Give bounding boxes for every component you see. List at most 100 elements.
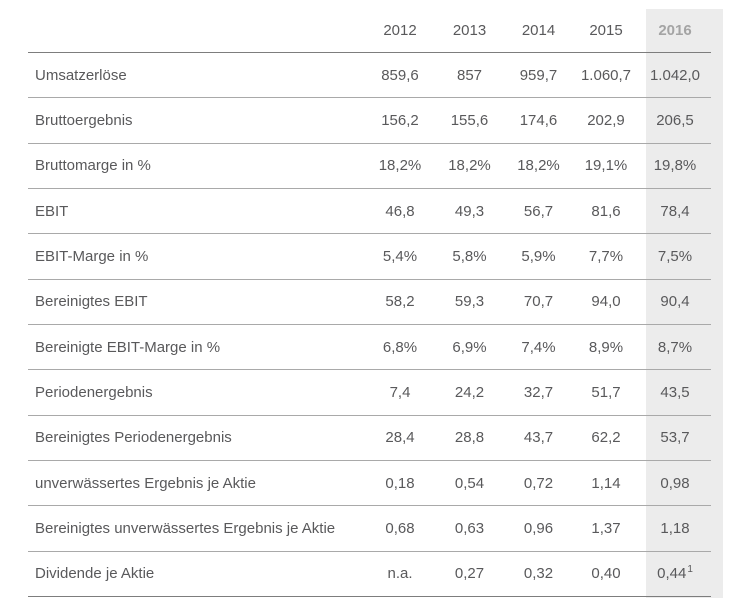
cell-value: 94,0 — [573, 293, 639, 310]
cell-value: 5,4% — [365, 248, 435, 265]
cell-value: 43,7 — [504, 429, 573, 446]
row-label: Bruttoergebnis — [35, 111, 133, 129]
cell-value-text: 202,9 — [587, 111, 625, 129]
cell-value: 90,4 — [639, 293, 711, 310]
cell-value: 70,7 — [504, 293, 573, 310]
cell-value-text: 19,1% — [584, 157, 628, 175]
row-label: EBIT-Marge in % — [35, 247, 149, 265]
cell-value-text: 0,18 — [385, 474, 415, 492]
row-label: Bereinigtes unverwässertes Ergebnis je A… — [35, 519, 336, 537]
cell-value-text: 43,7 — [523, 429, 554, 447]
cell-value-text: 0,68 — [385, 519, 415, 537]
table-row: Dividende je Aktie n.a. 0,27 0,32 0,40 0,441 — [28, 552, 711, 597]
cell-value-text: 78,4 — [660, 202, 690, 220]
year-header-2015: 2015 — [589, 22, 623, 39]
cell-value: 59,3 — [435, 293, 504, 310]
cell-value-text: 51,7 — [591, 383, 621, 401]
cell-value-text: 18,2% — [448, 157, 491, 175]
table-row: Bruttomarge in % 18,2% 18,2% 18,2% 19,1% 19,8… — [28, 144, 711, 189]
cell-value-text: 0,98 — [660, 474, 690, 492]
highlight-column-2016-background — [646, 9, 723, 598]
cell-value-text: 1,37 — [591, 519, 621, 537]
cell-value-text: 18,2% — [378, 157, 422, 175]
cell-value: 19,8% — [639, 157, 711, 174]
cell-value: 0,40 — [573, 565, 639, 582]
table-row: Bereinigtes EBIT 58,2 59,3 70,7 94,0 90,4 — [28, 280, 711, 325]
cell-value: 859,6 — [365, 67, 435, 84]
cell-value: 78,4 — [639, 203, 711, 220]
row-label: unverwässertes Ergebnis je Aktie — [35, 474, 256, 492]
table-header-row: 2012 2013 2014 2015 2016 — [28, 9, 711, 53]
cell-value: 0,98 — [639, 475, 711, 492]
footnote-marker: 1 — [687, 564, 693, 576]
cell-value: 8,7% — [639, 339, 711, 356]
cell-value: 49,3 — [435, 203, 504, 220]
cell-value: 7,7% — [573, 248, 639, 265]
cell-value: 155,6 — [435, 112, 504, 129]
cell-value-text: 90,4 — [660, 293, 690, 311]
cell-value: 174,6 — [504, 112, 573, 129]
cell-value: 28,8 — [435, 429, 504, 446]
cell-value: 5,9% — [504, 248, 573, 265]
cell-value-text: 8,7% — [657, 338, 693, 356]
cell-value-text: 174,6 — [519, 111, 558, 129]
row-label: Bereinigte EBIT-Marge in % — [35, 338, 221, 356]
cell-value-text: 0,72 — [523, 474, 554, 492]
cell-value: 7,4% — [504, 339, 573, 356]
cell-value: 81,6 — [573, 203, 639, 220]
cell-value: 1,18 — [639, 520, 711, 537]
cell-value: 18,2% — [435, 157, 504, 174]
cell-value-text: 7,5% — [657, 247, 693, 265]
cell-value-text: 0,63 — [454, 519, 485, 537]
cell-value: 0,54 — [435, 475, 504, 492]
cell-value-text: 7,4% — [521, 338, 556, 356]
cell-value: 28,4 — [365, 429, 435, 446]
table-row: EBIT 46,8 49,3 56,7 81,6 78,4 — [28, 189, 711, 235]
cell-value: 6,8% — [365, 339, 435, 356]
cell-value-text: 28,8 — [454, 429, 485, 447]
cell-value-text: 0,32 — [523, 565, 554, 583]
cell-value: 0,72 — [504, 475, 573, 492]
cell-value: 8,9% — [573, 339, 639, 356]
cell-value: 5,8% — [435, 248, 504, 265]
cell-value: 6,9% — [435, 339, 504, 356]
cell-value: 0,63 — [435, 520, 504, 537]
cell-value-text: 206,5 — [656, 111, 694, 129]
table-body: Umsatzerlöse 859,6 857 959,7 1.060,7 1.042,0 B… — [28, 53, 711, 597]
row-label: EBIT — [35, 202, 69, 220]
cell-value-text: 1,18 — [660, 519, 690, 537]
cell-value: 1,37 — [573, 520, 639, 537]
row-label: Bruttomarge in % — [35, 157, 151, 175]
table-row: Umsatzerlöse 859,6 857 959,7 1.060,7 1.042,0 — [28, 53, 711, 99]
cell-value: 1.042,0 — [639, 67, 711, 84]
cell-value: 51,7 — [573, 384, 639, 401]
cell-value-text: 156,2 — [381, 111, 419, 129]
cell-value: 32,7 — [504, 384, 573, 401]
cell-value-text: 32,7 — [523, 383, 554, 401]
cell-value: 0,32 — [504, 565, 573, 582]
cell-value: 58,2 — [365, 293, 435, 310]
cell-value: 24,2 — [435, 384, 504, 401]
cell-value-text: 58,2 — [385, 293, 415, 311]
cell-value-text: 49,3 — [454, 202, 485, 220]
table-row: Bereinigtes Periodenergebnis 28,4 28,8 43,7… — [28, 416, 711, 461]
cell-value-text: 46,8 — [385, 202, 415, 220]
cell-value: 0,68 — [365, 520, 435, 537]
cell-value-text: 5,4% — [382, 247, 418, 265]
cell-value-text: 43,5 — [660, 383, 690, 401]
cell-value-text: 1.060,7 — [580, 66, 632, 84]
cell-value: n.a. — [365, 565, 435, 582]
cell-value-text: 94,0 — [591, 293, 621, 311]
cell-value-text: 155,6 — [450, 111, 489, 129]
cell-value-text: 19,8% — [653, 157, 697, 175]
cell-value: 18,2% — [365, 157, 435, 174]
cell-value-text: 62,2 — [591, 429, 621, 447]
cell-value: 202,9 — [573, 112, 639, 129]
table-row: Bruttoergebnis 156,2 155,6 174,6 202,9 206,5 — [28, 98, 711, 144]
cell-value: 857 — [435, 67, 504, 84]
cell-value-text: 59,3 — [454, 293, 485, 311]
year-header-2014: 2014 — [521, 22, 556, 39]
cell-value-text: 6,9% — [452, 338, 487, 356]
cell-value-text: 857 — [456, 66, 483, 84]
